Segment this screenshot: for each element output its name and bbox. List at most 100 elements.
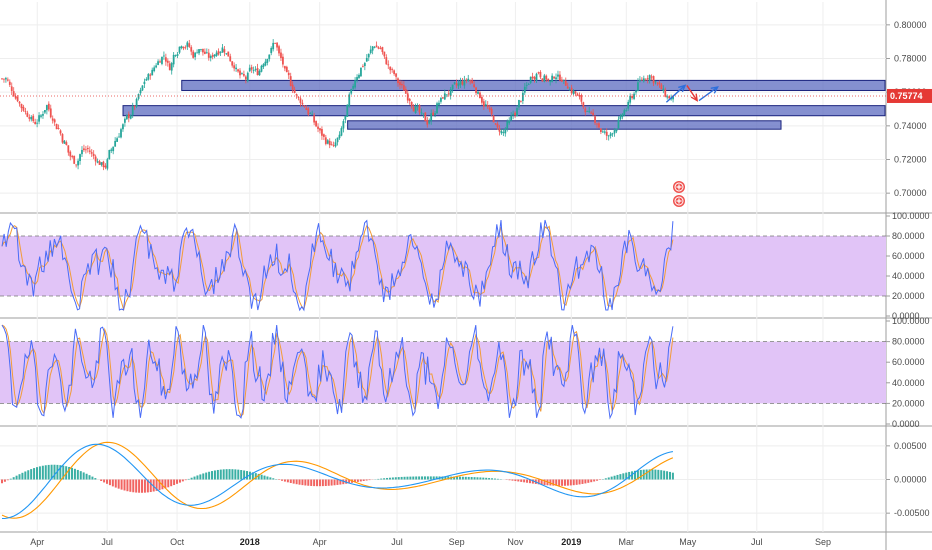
projection-arrow-head[interactable] [678,84,687,93]
macd-histogram-bar [572,479,575,486]
candle-body [354,80,356,88]
macd-histogram-bar [456,476,459,480]
macd-histogram-bar [126,479,129,492]
macd-histogram-bar [528,479,531,484]
plus-circle-inner [674,182,684,192]
candle-body [159,61,161,63]
macd-histogram-bar [651,469,654,480]
candle-body [664,89,667,97]
macd-histogram-bar [178,479,181,483]
macd-histogram-bar [76,469,79,480]
macd-histogram-bar [286,479,289,483]
candle-body [529,76,532,83]
candle-body [141,85,144,91]
current-price-label: 0.75774 [890,91,923,101]
projection-arrow-head[interactable] [710,86,719,94]
candle-body [656,82,659,84]
candle-body [278,46,280,54]
candle-body [133,105,136,108]
candle-body [10,86,13,91]
x-tick-label: Nov [507,537,524,547]
macd-histogram-bar [295,479,298,485]
price-zone-rectangle[interactable] [347,120,782,130]
macd-histogram-bar [132,479,135,493]
candle-body [34,121,37,125]
macd-signal-line [1,441,674,519]
candle-body [356,77,358,81]
candle-body [594,116,596,123]
candle-body [233,65,236,69]
candle-body [12,91,15,97]
candle-body [430,113,433,121]
candle-body [274,42,277,44]
macd-histogram-bar [429,476,432,480]
macd-histogram-bar [36,467,39,480]
candle-body [352,85,355,89]
price-zone-rectangle[interactable] [181,79,886,91]
candle-body [451,84,454,90]
macd-histogram-bar [3,479,6,482]
projection-arrow-line[interactable] [686,85,698,101]
candle-body [399,82,401,86]
candle-body [516,108,518,117]
price-zone-rectangle[interactable] [122,105,886,117]
candle-body [112,146,115,152]
projection-arrow-line[interactable] [665,84,686,103]
candle-body [18,101,21,104]
candle-body [205,52,208,54]
candle-body [321,129,323,136]
candle-body [463,79,466,86]
x-tick-label: Jul [101,537,113,547]
candle-body [209,56,212,59]
candle-body [92,153,95,157]
candle-body [42,114,44,116]
candle-body [640,79,643,81]
alert-icon-1[interactable] [673,181,685,193]
candle-body [393,70,396,74]
support-resistance-zones[interactable] [122,79,886,130]
candle-body [336,137,339,143]
macd-histogram-bar [409,476,412,480]
candle-body [447,93,450,95]
macd-histogram-bar [190,477,193,480]
macd-histogram-bar [246,471,249,480]
candle-body [301,102,304,105]
candle-body [564,80,567,86]
candle-body [438,102,440,105]
candle-body [229,56,232,62]
macd-histogram-bar [316,479,319,487]
macd-histogram-bar [412,476,415,480]
candle-body [79,154,81,162]
macd-histogram-bar [359,479,362,482]
macd-histogram-bar [607,477,610,480]
macd-histogram-bar [281,479,284,481]
candle-body [453,82,456,84]
macd-histogram-bar [400,476,403,480]
projection-arrow-line[interactable] [698,86,719,102]
candle-body [580,95,583,102]
macd-histogram-bar [660,470,663,480]
macd-histogram-bar [397,477,400,480]
macd-y-tick-label: -0.00500 [894,508,930,518]
candle-body [461,81,464,85]
projection-arrows[interactable] [665,84,719,103]
macd-histogram-bar [622,473,625,480]
macd-histogram-bar [219,469,222,480]
candle-body [533,77,536,80]
macd-histogram-bar [141,479,144,493]
macd-histogram-bar [155,479,158,491]
alert-icon-2[interactable] [673,195,685,207]
macd-histogram-bar [461,476,464,480]
candle-body [514,112,516,116]
macd-histogram-bar [50,464,53,480]
candle-body [543,75,546,82]
candle-body [506,121,509,129]
candle-body [545,75,548,80]
price-y-tick-label: 0.70000 [894,188,927,198]
x-tick-label: 2018 [240,537,260,547]
candle-body [586,111,589,112]
candle-body [361,66,364,67]
candle-body [367,53,370,58]
candle-body [114,140,117,147]
